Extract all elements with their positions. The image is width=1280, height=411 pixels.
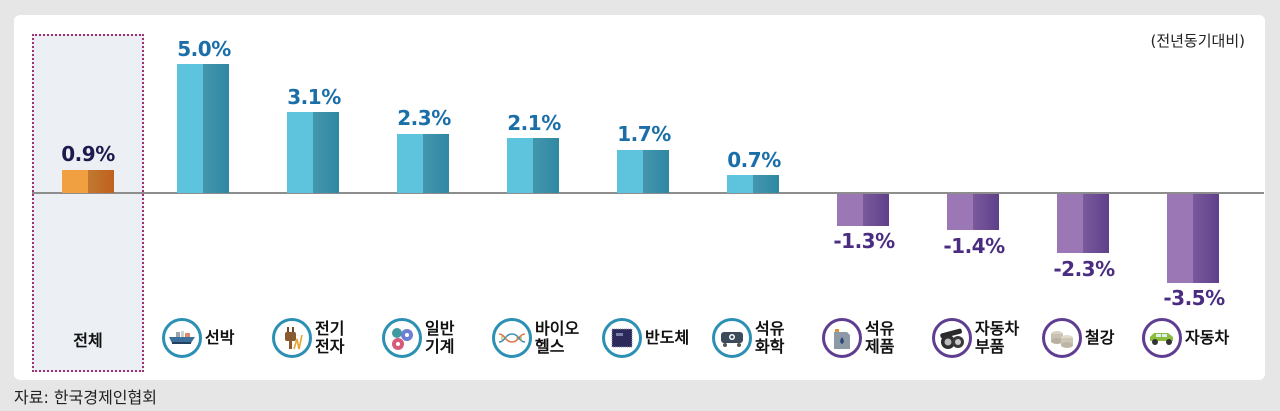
category-automobile: 자동차	[1142, 316, 1229, 360]
value-label-automobile: -3.5%	[1163, 286, 1225, 310]
category-label: 전기 전자	[315, 319, 345, 356]
bar-machinery	[397, 134, 449, 193]
tires-icon	[932, 318, 972, 358]
bar-petroleum-products	[837, 194, 889, 226]
category-semiconductor: 반도체	[602, 316, 689, 360]
unit-note: (전년동기대비)	[1150, 32, 1245, 50]
category-label: 자동차 부품	[975, 319, 1020, 356]
value-label-petroleum-products: -1.3%	[833, 229, 895, 253]
value-label-semiconductor: 1.7%	[617, 122, 671, 146]
bar-electronics	[287, 112, 339, 193]
value-label-electronics: 3.1%	[287, 85, 341, 109]
bar-steel	[1057, 194, 1109, 253]
category-electronics: 전기 전자	[272, 316, 344, 360]
value-label-steel: -2.3%	[1053, 257, 1115, 281]
category-ship: 선박	[162, 316, 234, 360]
value-label-biohealth: 2.1%	[507, 111, 561, 135]
bar-automobile	[1167, 194, 1219, 283]
value-label-petrochemical: 0.7%	[727, 148, 781, 172]
category-label: 반도체	[645, 328, 690, 347]
category-label: 자동차	[1185, 328, 1230, 347]
category-petroleum-products: 석유 제품	[822, 316, 894, 360]
bar-auto-parts	[947, 194, 999, 230]
plug-icon	[272, 318, 312, 358]
category-label: 선박	[205, 328, 235, 347]
category-steel: 철강	[1042, 316, 1114, 360]
category-machinery: 일반 기계	[382, 316, 454, 360]
category-biohealth: 바이오 헬스	[492, 316, 579, 360]
tank-wagon-icon	[712, 318, 752, 358]
category-label: 석유 제품	[865, 319, 895, 356]
category-label-total: 전체	[73, 331, 103, 350]
category-label: 바이오 헬스	[535, 319, 580, 356]
category-auto-parts: 자동차 부품	[932, 316, 1019, 360]
total-highlight-box	[32, 34, 144, 372]
value-label-auto-parts: -1.4%	[943, 234, 1005, 258]
oil-can-icon	[822, 318, 862, 358]
bar-biohealth	[507, 138, 559, 193]
value-label-total: 0.9%	[61, 142, 115, 166]
gears-icon	[382, 318, 422, 358]
zero-baseline	[32, 192, 1264, 194]
chart-card: (전년동기대비) 0.9% 전체 5.0% 3.1% 2.3% 2.1% 1.7…	[14, 15, 1265, 380]
category-label: 일반 기계	[425, 319, 455, 356]
category-petrochemical: 석유 화학	[712, 316, 784, 360]
car-icon	[1142, 318, 1182, 358]
category-label: 석유 화학	[755, 319, 785, 356]
value-label-ship: 5.0%	[177, 37, 231, 61]
dna-icon	[492, 318, 532, 358]
steel-coils-icon	[1042, 318, 1082, 358]
bar-ship	[177, 64, 229, 193]
bar-semiconductor	[617, 150, 669, 193]
bar-petrochemical	[727, 175, 779, 193]
value-label-machinery: 2.3%	[397, 106, 451, 130]
chip-icon	[602, 318, 642, 358]
source-note: 자료: 한국경제인협회	[14, 388, 157, 407]
bar-total	[62, 170, 114, 193]
category-label: 철강	[1085, 328, 1115, 347]
ship-icon	[162, 318, 202, 358]
